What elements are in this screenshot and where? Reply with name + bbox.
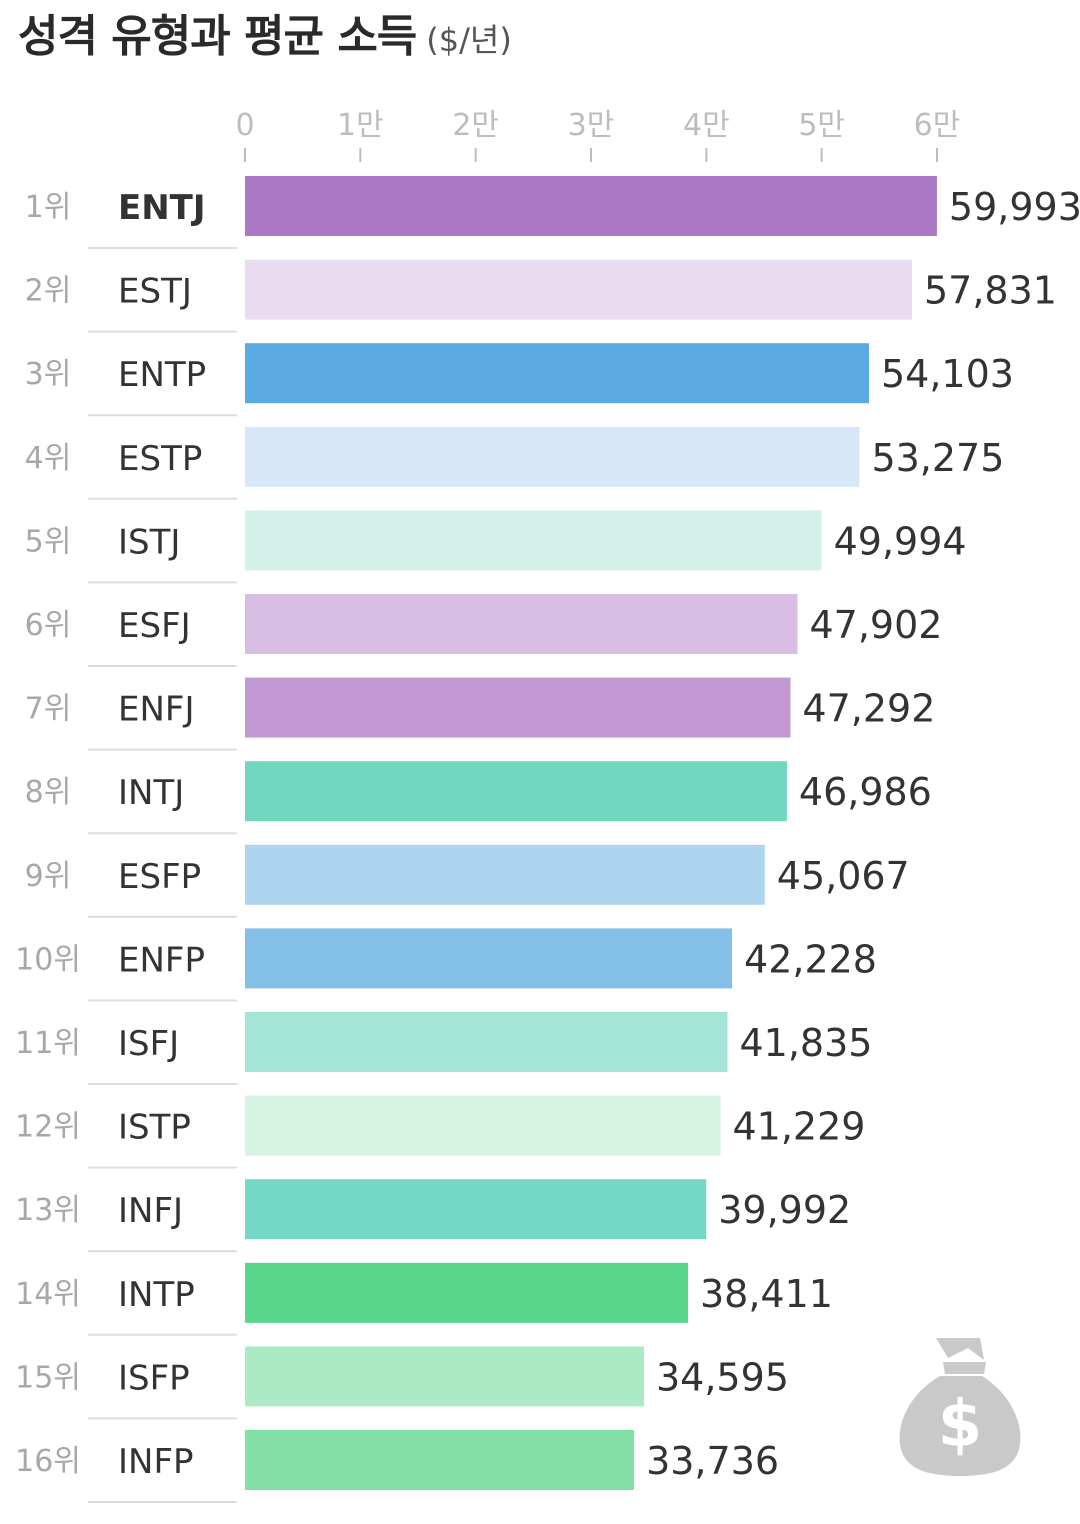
bar-row: 5위 ISTJ 49,994 bbox=[25, 510, 967, 584]
bar bbox=[245, 1346, 644, 1407]
rank-label: 12위 bbox=[15, 1110, 81, 1145]
bar-row: 15위 ISFP 34,595 bbox=[15, 1346, 789, 1420]
bar-row: 2위 ESTJ 57,831 bbox=[25, 259, 1057, 333]
chart-unit: ($/년) bbox=[426, 21, 512, 59]
bar bbox=[245, 1179, 707, 1240]
value-label: 45,067 bbox=[777, 854, 910, 898]
bar bbox=[245, 928, 733, 989]
type-label: INFJ bbox=[118, 1191, 183, 1231]
value-label: 53,275 bbox=[871, 436, 1004, 480]
bar-row: 13위 INFJ 39,992 bbox=[15, 1179, 851, 1253]
type-label: ISFJ bbox=[118, 1024, 179, 1064]
value-label: 47,902 bbox=[809, 603, 942, 647]
bar bbox=[245, 844, 765, 905]
rank-label: 13위 bbox=[15, 1193, 81, 1228]
type-label: INFP bbox=[118, 1442, 194, 1482]
type-label: ENTJ bbox=[118, 188, 206, 228]
value-label: 42,228 bbox=[744, 937, 877, 981]
rank-label: 7위 bbox=[25, 692, 72, 727]
value-label: 46,986 bbox=[799, 770, 932, 814]
bar-row: 11위 ISFJ 41,835 bbox=[15, 1012, 872, 1085]
bar bbox=[245, 1012, 728, 1072]
bar-row: 4위 ESTP 53,275 bbox=[25, 426, 1004, 500]
value-label: 57,831 bbox=[924, 269, 1057, 313]
bar-row: 16위 INFP 33,736 bbox=[15, 1430, 779, 1503]
type-label: INTJ bbox=[118, 773, 184, 813]
rank-label: 16위 bbox=[15, 1444, 81, 1479]
rank-label: 3위 bbox=[25, 357, 72, 392]
bar bbox=[245, 1430, 635, 1490]
bar bbox=[245, 1095, 721, 1156]
bar-row: 3위 ENTP 54,103 bbox=[25, 343, 1014, 417]
value-label: 59,993 bbox=[949, 185, 1080, 229]
bar bbox=[245, 259, 912, 320]
bar bbox=[245, 677, 791, 738]
type-label: ENTP bbox=[118, 355, 206, 395]
type-label: ENFP bbox=[118, 940, 205, 980]
rank-label: 8위 bbox=[25, 775, 72, 810]
bar-row: 10위 ENFP 42,228 bbox=[15, 928, 877, 1002]
bar-row: 6위 ESFJ 47,902 bbox=[25, 594, 942, 667]
svg-text:$: $ bbox=[938, 1388, 983, 1462]
bar-row: 9위 ESFP 45,067 bbox=[25, 844, 910, 918]
rank-label: 6위 bbox=[25, 608, 72, 643]
value-label: 33,736 bbox=[646, 1439, 779, 1483]
bar-row: 12위 ISTP 41,229 bbox=[15, 1095, 866, 1169]
value-label: 41,229 bbox=[733, 1105, 866, 1149]
bar-row: 1위 ENTJ 59,993 bbox=[25, 176, 1080, 249]
rank-label: 11위 bbox=[15, 1026, 81, 1061]
type-label: ISFP bbox=[118, 1358, 190, 1398]
value-label: 34,595 bbox=[656, 1355, 789, 1399]
type-label: ENFJ bbox=[118, 690, 195, 730]
rank-label: 1위 bbox=[25, 190, 72, 225]
rank-label: 9위 bbox=[25, 859, 72, 894]
rank-label: 14위 bbox=[15, 1277, 81, 1312]
type-label: ISTP bbox=[118, 1108, 191, 1148]
value-label: 38,411 bbox=[700, 1272, 833, 1316]
x-tick-label: 6만 bbox=[914, 108, 961, 143]
x-axis: 0 1만 2만 3만 4만 5만 6만 bbox=[235, 108, 960, 162]
bar bbox=[245, 1262, 689, 1323]
rank-label: 10위 bbox=[15, 942, 81, 977]
bar-rows: 1위 ENTJ 59,993 2위 ESTJ 57,831 3위 ENTP 54,103 4위 ES… bbox=[15, 176, 1080, 1503]
bar-row: 14위 INTP 38,411 bbox=[15, 1262, 833, 1336]
bar bbox=[245, 510, 822, 571]
bar-row: 8위 INTJ 46,986 bbox=[25, 761, 932, 835]
bar-row: 7위 ENFJ 47,292 bbox=[25, 677, 935, 751]
type-label: INTP bbox=[118, 1275, 195, 1315]
x-tick-label: 5만 bbox=[798, 108, 845, 143]
value-label: 39,992 bbox=[718, 1188, 851, 1232]
bar bbox=[245, 176, 937, 236]
type-label: ESTP bbox=[118, 439, 202, 479]
chart-title-row: 성격 유형과 평균 소득 ($/년) bbox=[18, 0, 512, 62]
x-tick-label: 2만 bbox=[452, 108, 499, 143]
chart-title: 성격 유형과 평균 소득 bbox=[18, 11, 417, 62]
rank-label: 2위 bbox=[25, 274, 72, 309]
type-label: ESTJ bbox=[118, 272, 192, 312]
type-label: ESFP bbox=[118, 857, 201, 897]
x-tick-label: 0 bbox=[235, 108, 254, 143]
x-tick-label: 3만 bbox=[568, 108, 615, 143]
x-tick-label: 1만 bbox=[337, 108, 384, 143]
value-label: 47,292 bbox=[802, 687, 935, 731]
value-label: 41,835 bbox=[739, 1021, 872, 1065]
x-tick-label: 4만 bbox=[683, 108, 730, 143]
type-label: ESFJ bbox=[118, 606, 191, 646]
rank-label: 4위 bbox=[25, 441, 72, 476]
rank-label: 5위 bbox=[25, 524, 72, 559]
money-bag-icon: $ bbox=[899, 1338, 1021, 1476]
bar bbox=[245, 426, 860, 487]
type-label: ISTJ bbox=[118, 522, 180, 562]
value-label: 49,994 bbox=[834, 519, 967, 563]
value-label: 54,103 bbox=[881, 352, 1014, 396]
bar bbox=[245, 761, 787, 822]
bar bbox=[245, 594, 798, 654]
bar bbox=[245, 343, 869, 404]
rank-label: 15위 bbox=[15, 1360, 81, 1395]
